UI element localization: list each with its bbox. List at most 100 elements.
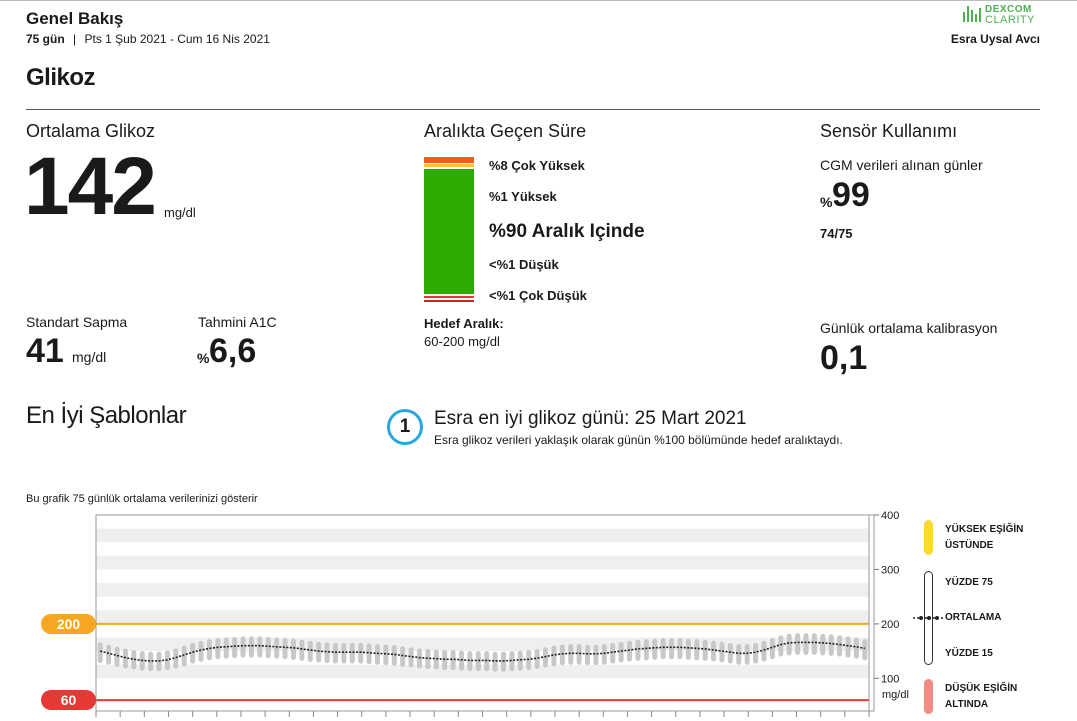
std-dev-unit: mg/dl xyxy=(72,349,107,365)
target-range-label: Hedef Aralık: xyxy=(424,316,504,331)
agp-percentile-bar xyxy=(240,636,246,658)
legend-high-label-2: ÜSTÜNDE xyxy=(945,540,994,551)
agp-percentile-bar xyxy=(761,640,767,662)
agp-percentile-bar xyxy=(106,644,112,665)
date-range-text: Pts 1 Şub 2021 - Cum 16 Nis 2021 xyxy=(84,32,270,46)
agp-percentile-bar xyxy=(778,635,784,657)
agp-percentile-bar xyxy=(274,637,280,659)
agp-percentile-bar xyxy=(719,641,725,663)
agp-stripe xyxy=(96,528,869,543)
a1c-prefix: % xyxy=(197,350,210,366)
agp-percentile-bar xyxy=(190,642,196,664)
agp-percentile-bar xyxy=(627,640,633,662)
agp-percentile-bar xyxy=(173,648,179,669)
agp-percentile-bar xyxy=(837,635,843,657)
agp-percentile-bar xyxy=(349,642,355,664)
tir-in-range-segment xyxy=(424,169,474,294)
agp-percentile-bar xyxy=(248,636,254,658)
agp-ytick-label: 400 xyxy=(881,510,899,522)
agp-stripe xyxy=(96,664,869,679)
agp-percentile-bar xyxy=(610,642,616,664)
agp-stripe xyxy=(96,610,869,624)
agp-percentile-bar xyxy=(425,648,431,670)
agp-percentile-bar xyxy=(366,643,372,665)
agp-percentile-bar xyxy=(282,638,288,660)
agp-percentile-bar xyxy=(862,639,868,661)
agp-percentile-bar xyxy=(290,638,296,660)
agp-percentile-bar xyxy=(509,651,515,672)
agp-percentile-bar xyxy=(97,642,103,664)
agp-mean-line xyxy=(99,641,865,662)
tir-low-label: <%1 Düşük xyxy=(489,257,559,272)
a1c-label: Tahmini A1C xyxy=(198,314,277,330)
agp-percentile-bar xyxy=(391,645,397,666)
agp-percentile-bar xyxy=(803,633,809,655)
agp-chart: 400 300 200 100 xyxy=(95,510,899,717)
agp-percentile-bar xyxy=(618,641,624,663)
legend-low-label-1: DÜŞÜK EŞİĞİN xyxy=(945,683,1018,694)
agp-background xyxy=(96,528,869,679)
page-title: Genel Bakış xyxy=(26,9,124,28)
calibration-value: 0,1 xyxy=(820,339,868,377)
agp-ytick-label: 100 xyxy=(881,673,899,685)
legend-p15-label: YÜZDE 15 xyxy=(945,648,993,659)
agp-percentile-bar xyxy=(408,647,414,668)
logo-brand-top: DEXCOM xyxy=(985,4,1032,15)
section-divider xyxy=(26,109,1040,110)
agp-percentile-bar xyxy=(795,633,801,655)
tir-low-segment xyxy=(424,296,474,298)
legend-high-swatch xyxy=(924,520,933,555)
agp-percentile-bar xyxy=(517,650,523,671)
agp-percentile-bar xyxy=(383,644,389,666)
agp-percentile-bar xyxy=(299,639,305,661)
agp-percentile-bar xyxy=(677,638,683,660)
tir-stacked-bar xyxy=(424,157,474,302)
agp-percentile-bar xyxy=(769,638,775,660)
chart-caption: Bu grafik 75 günlük ortalama verileriniz… xyxy=(26,493,258,505)
tir-high-label: %1 Yüksek xyxy=(489,189,557,204)
agp-percentile-bar xyxy=(727,642,733,664)
cgm-percent-value: 99 xyxy=(832,176,870,214)
agp-y-axis-bar xyxy=(868,514,875,712)
section-title-glucose: Glikoz xyxy=(26,64,96,91)
legend-high-label-1: YÜKSEK EŞİĞİN xyxy=(945,524,1024,535)
legend-mean-label: ORTALAMA xyxy=(945,612,1002,623)
agp-percentile-bar xyxy=(433,649,439,670)
target-range-value: 60-200 mg/dl xyxy=(424,334,500,349)
agp-percentile-bands xyxy=(97,633,868,672)
agp-x-axis-ticks xyxy=(95,711,870,717)
agp-percentile-bar xyxy=(416,648,422,669)
agp-percentile-bar xyxy=(358,642,364,664)
cgm-days-label: CGM verileri alınan günler xyxy=(820,157,983,173)
agp-percentile-bar xyxy=(458,650,464,671)
agp-percentile-bar xyxy=(534,648,540,670)
agp-percentile-bar xyxy=(685,638,691,660)
agp-percentile-bar xyxy=(198,640,204,662)
agp-percentile-bar xyxy=(467,651,473,672)
agp-percentile-bar xyxy=(786,633,792,656)
agp-percentile-bar xyxy=(206,639,212,661)
agp-percentile-bar xyxy=(501,651,507,672)
agp-percentile-bar xyxy=(669,638,675,660)
agp-percentile-bar xyxy=(694,639,700,661)
agp-percentile-bar xyxy=(232,636,238,659)
agp-percentile-bar xyxy=(660,638,666,660)
agp-percentile-bar xyxy=(341,642,347,664)
tir-very-high-segment xyxy=(424,157,474,163)
agp-percentile-bar xyxy=(551,645,557,667)
cgm-prefix: % xyxy=(820,194,833,210)
agp-ytick-label: 200 xyxy=(881,619,899,631)
agp-percentile-bar xyxy=(492,651,498,672)
low-threshold-pill: 60 xyxy=(41,690,96,711)
agp-percentile-bar xyxy=(811,633,817,655)
agp-percentile-bar xyxy=(265,636,271,659)
legend-mean-marker-icon xyxy=(913,616,945,620)
separator: | xyxy=(73,32,77,46)
agp-ytick-label: 300 xyxy=(881,564,899,576)
agp-percentile-bar xyxy=(307,640,313,662)
std-dev-value: 41 xyxy=(26,332,64,370)
agp-percentile-bar xyxy=(148,651,154,672)
pattern-number-badge: 1 xyxy=(387,409,423,445)
agp-percentile-bar xyxy=(122,648,128,669)
tir-label: Aralıkta Geçen Süre xyxy=(424,121,587,141)
